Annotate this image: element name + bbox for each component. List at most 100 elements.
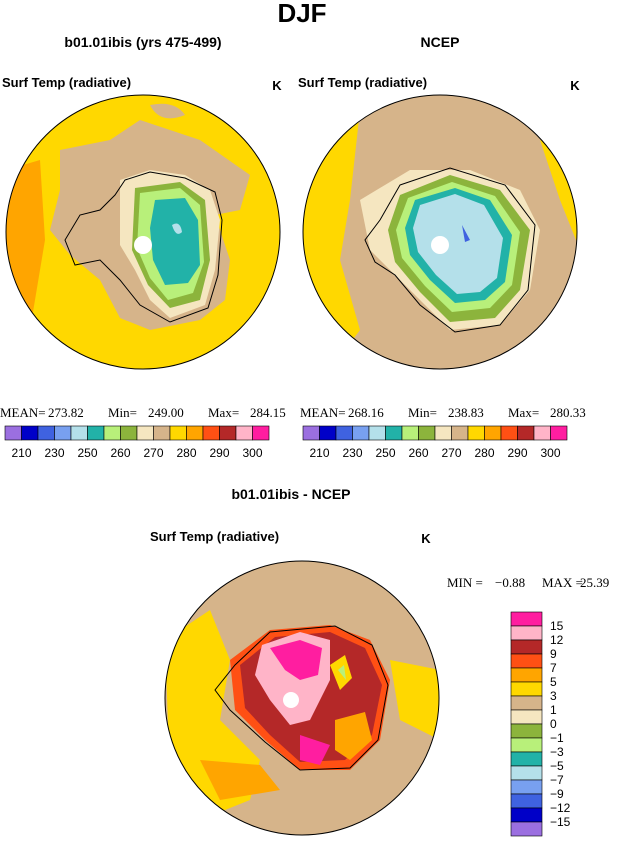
color-box (510, 639, 543, 655)
color-box (70, 425, 88, 441)
colorbar-label: 12 (550, 633, 564, 647)
color-box (510, 653, 543, 669)
color-box (21, 425, 39, 441)
colorbar-label: 210 (11, 446, 31, 460)
units: K (570, 78, 580, 93)
units: K (272, 78, 282, 93)
color-box (219, 425, 237, 441)
colorbar-label: 280 (474, 446, 494, 460)
color-box (335, 425, 353, 441)
colorbar-label: 290 (209, 446, 229, 460)
panel-subtitle: Surf Temp (radiative) (298, 75, 427, 90)
color-box (54, 425, 72, 441)
color-box (235, 425, 253, 441)
colorbar-label: 300 (540, 446, 560, 460)
colorbar-label: 15 (550, 619, 564, 633)
panel-title: b01.01ibis (yrs 475-499) (64, 34, 221, 50)
stat-text: MAX = (542, 575, 583, 590)
color-box (401, 425, 419, 441)
stat-text: 238.83 (448, 405, 484, 420)
colorbar-label: 290 (507, 446, 527, 460)
color-box (385, 425, 403, 441)
color-box (136, 425, 154, 441)
color-box (510, 737, 543, 753)
color-box (510, 723, 543, 739)
stat-text: 25.39 (580, 575, 609, 590)
color-box (510, 765, 543, 781)
color-box (510, 681, 543, 697)
stat-text: Min= (108, 405, 137, 420)
colorbar-label: −5 (550, 759, 564, 773)
color-box (533, 425, 551, 441)
stat-text: MIN = (447, 575, 483, 590)
stat-text: MEAN= (0, 405, 46, 420)
colorbar-label: 5 (550, 675, 557, 689)
color-box (103, 425, 121, 441)
color-box (510, 695, 543, 711)
colorbar-label: 270 (441, 446, 461, 460)
figure-title: DJF (277, 0, 326, 28)
stat-text: 280.33 (550, 405, 586, 420)
map-border (5, 94, 281, 370)
colorbar-label: 260 (408, 446, 428, 460)
stat-text: Min= (408, 405, 437, 420)
colorbar-label: 260 (110, 446, 130, 460)
color-box (550, 425, 568, 441)
panel-subtitle: Surf Temp (radiative) (2, 75, 131, 90)
color-box (510, 807, 543, 823)
panel-title: b01.01ibis - NCEP (231, 486, 350, 502)
stat-text: Max= (208, 405, 239, 420)
colorbar-label: −3 (550, 745, 564, 759)
panel-title: NCEP (421, 34, 460, 50)
color-box (120, 425, 138, 441)
stat-text: 273.82 (48, 405, 84, 420)
color-box (368, 425, 386, 441)
colorbar-label: 230 (44, 446, 64, 460)
colorbar-label: 280 (176, 446, 196, 460)
colorbar-label: 210 (309, 446, 329, 460)
color-box (302, 425, 320, 441)
color-box (510, 779, 543, 795)
map-border (164, 560, 440, 836)
colorbar-label: 9 (550, 647, 557, 661)
colorbar-label: 7 (550, 661, 557, 675)
color-box (517, 425, 535, 441)
panel-subtitle: Surf Temp (radiative) (150, 529, 279, 544)
color-box (153, 425, 171, 441)
map-border (302, 94, 578, 370)
color-box (484, 425, 502, 441)
colorbar-label: 3 (550, 689, 557, 703)
stat-text: 268.16 (348, 405, 384, 420)
color-box (467, 425, 485, 441)
color-box (418, 425, 436, 441)
color-box (510, 611, 543, 627)
colorbar-label: −9 (550, 787, 564, 801)
map (6, 95, 280, 369)
colorbar-label: 230 (342, 446, 362, 460)
colorbar-label: 270 (143, 446, 163, 460)
color-box (252, 425, 270, 441)
color-box (500, 425, 518, 441)
colorbar-label: −15 (550, 815, 571, 829)
stat-text: Max= (508, 405, 539, 420)
color-box (186, 425, 204, 441)
color-box (352, 425, 370, 441)
color-box (510, 821, 543, 837)
color-box (451, 425, 469, 441)
color-box (202, 425, 220, 441)
colorbar-label: −1 (550, 731, 564, 745)
color-box (319, 425, 337, 441)
colorbar-label: 0 (550, 717, 557, 731)
color-box (510, 751, 543, 767)
map (165, 561, 439, 835)
colorbar-label: −7 (550, 773, 564, 787)
color-box (510, 793, 543, 809)
colorbar-label: −12 (550, 801, 571, 815)
colorbar-label: 1 (550, 703, 557, 717)
colorbar-label: 250 (375, 446, 395, 460)
color-box (87, 425, 105, 441)
stat-text: −0.88 (495, 575, 525, 590)
color-box (510, 667, 543, 683)
stat-text: 284.15 (250, 405, 286, 420)
